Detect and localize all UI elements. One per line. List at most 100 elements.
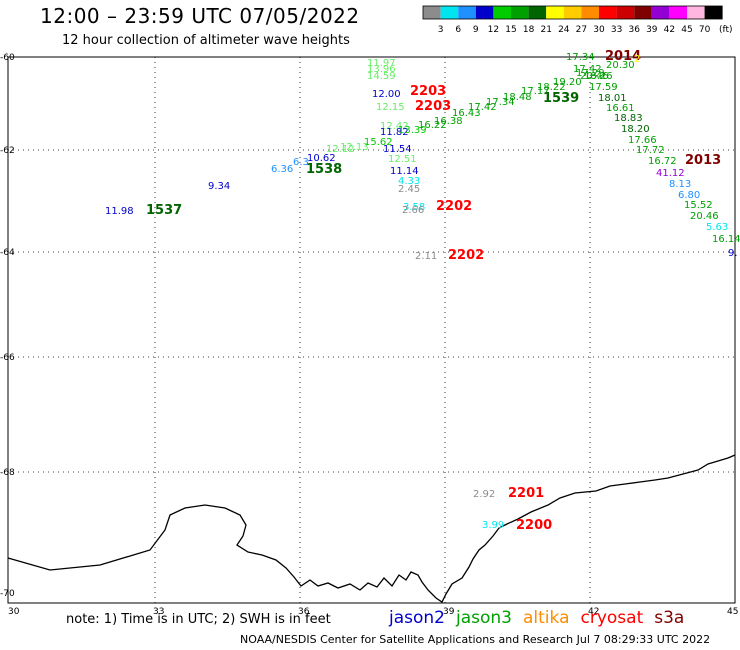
wave-height-label: 2.92	[473, 489, 495, 500]
wave-height-label: 17.72	[636, 145, 665, 156]
wave-height-label: 6.80	[678, 190, 700, 201]
colorbar-swatch	[511, 6, 529, 19]
wave-height-label: 9.34	[208, 181, 230, 192]
legend-item-cryosat: cryosat	[580, 608, 644, 628]
legend-item-jason3: jason3	[456, 608, 512, 628]
wave-height-label: 8.13	[669, 179, 691, 190]
colorbar-label: 3	[438, 25, 444, 35]
wave-height-label: 17.66	[628, 135, 657, 146]
wave-height-label: 14.59	[367, 71, 396, 82]
wave-height-label: 18.83	[614, 113, 643, 124]
colorbar-swatch	[423, 6, 441, 19]
wave-height-label: 6.3	[293, 157, 309, 168]
wave-height-label: 16.38	[434, 116, 463, 127]
lat-tick-label: -70	[0, 589, 15, 599]
lon-tick-label: 39	[443, 607, 455, 617]
map-frame	[7, 56, 736, 604]
wave-height-label: 17.34	[486, 97, 515, 108]
wave-height-label: 10.62	[307, 153, 336, 164]
pass-time-label: 2203	[410, 84, 446, 99]
antarctic-coastline	[7, 454, 736, 603]
colorbar-swatch	[528, 6, 547, 19]
wave-height-label: 11.14	[390, 166, 419, 177]
wave-height-label: 11.98	[105, 206, 134, 217]
colorbar-swatch	[458, 6, 476, 19]
wave-height-label: 15.52	[684, 200, 713, 211]
lat-tick-label: -66	[0, 353, 15, 363]
satellite-legend: jason2 jason3 altika cryosat s3a	[389, 608, 695, 628]
wave-height-label: 12.13	[340, 142, 369, 153]
colorbar-swatch	[475, 6, 494, 19]
wave-height-label: 18.48	[503, 92, 532, 103]
colorbar-label: 45	[681, 25, 692, 35]
pass-time-label: 2202	[448, 248, 484, 263]
colorbar-swatch	[546, 6, 564, 19]
footer-note: note: 1) Time is in UTC; 2) SWH is in fe…	[66, 612, 331, 627]
wave-height-label: 20.46	[690, 211, 719, 222]
observation-layer: 11.98 15379.346.366.310.62153812.1212.131…	[105, 49, 740, 533]
colorbar-unit: (ft)	[719, 25, 733, 35]
wave-height-label: 13.39	[398, 125, 427, 136]
wave-height-label: 15.62	[364, 137, 393, 148]
lon-tick-label: 30	[8, 607, 20, 617]
pass-time-label: 1537	[146, 203, 182, 218]
wave-height-label: 17.17	[521, 86, 550, 97]
colorbar-swatch	[669, 6, 687, 19]
colorbar-label: 9	[473, 25, 479, 35]
wave-height-label: 12.15	[376, 102, 405, 113]
map-title: 12:00 – 23:59 UTC 07/05/2022	[40, 4, 360, 28]
colorbar-swatch	[651, 6, 670, 19]
wave-height-label: 16.72	[648, 156, 677, 167]
graticule	[8, 57, 735, 603]
pass-time-label: 2201	[508, 486, 544, 501]
wave-height-label: 6.36	[271, 164, 293, 175]
wave-height-label: 17.29	[576, 68, 605, 79]
wave-height-label: 18.22	[537, 82, 566, 93]
wave-height-label: 20.30	[606, 60, 635, 71]
axis-labels: 30 33 36 39 42 45 -60 -62 -64 -66 -68 -70	[0, 53, 738, 617]
wave-height-label: 2	[634, 54, 640, 65]
colorbar-swatch	[563, 6, 582, 19]
footer-credit: NOAA/NESDIS Center for Satellite Applica…	[240, 633, 711, 646]
colorbar-swatch	[440, 6, 459, 19]
wave-height-label: 16.22	[418, 120, 447, 131]
wave-height-label: 16.43	[452, 108, 481, 119]
lon-tick-label: 33	[153, 607, 164, 617]
colorbar-swatch	[599, 6, 617, 19]
wave-height-label: 9.	[728, 248, 738, 259]
lat-tick-label: -62	[0, 146, 15, 156]
colorbar-label: 70	[699, 25, 711, 35]
lon-tick-label: 42	[588, 607, 599, 617]
colorbar-label: 36	[628, 25, 640, 35]
colorbar-swatch	[493, 6, 511, 19]
pass-time-label: 2013	[685, 153, 721, 168]
wave-height-label: 17.42	[468, 102, 497, 113]
wave-height-label: 19.20	[553, 77, 582, 88]
wave-height-label: 12.00	[372, 89, 401, 100]
wave-height-colorbar: 3 6 9 12 15 18 21 24 27 30 33 36 39 42 45 70 (ft)	[422, 5, 733, 35]
wave-height-label: 12.51	[388, 154, 417, 165]
colorbar-label: 24	[558, 25, 570, 35]
colorbar-label: 6	[455, 25, 461, 35]
wave-height-label: 2.66	[402, 205, 424, 216]
wave-height-label: 4.33	[398, 176, 420, 187]
wave-height-label: 18.01	[598, 93, 627, 104]
colorbar-label: 18	[523, 25, 535, 35]
colorbar-swatch	[581, 6, 599, 19]
wave-height-label: 18.26	[584, 71, 613, 82]
pass-time-label: 2203	[415, 99, 451, 114]
wave-height-label: 3.99	[482, 520, 504, 531]
colorbar-label: 21	[540, 25, 551, 35]
wave-height-label: 11.82	[380, 127, 409, 138]
map-subtitle: 12 hour collection of altimeter wave hei…	[62, 33, 350, 48]
wave-height-label: 17.42	[573, 64, 602, 75]
lon-tick-label: 36	[298, 607, 310, 617]
colorbar-label: 42	[664, 25, 675, 35]
wave-height-label: 41.12	[656, 168, 685, 179]
wave-height-label: 11.54	[383, 144, 412, 155]
colorbar-swatch	[704, 6, 723, 19]
colorbar-label: 12	[488, 25, 499, 35]
wave-height-label: 20.46	[580, 71, 609, 82]
wave-height-label: 2.11	[415, 251, 437, 262]
